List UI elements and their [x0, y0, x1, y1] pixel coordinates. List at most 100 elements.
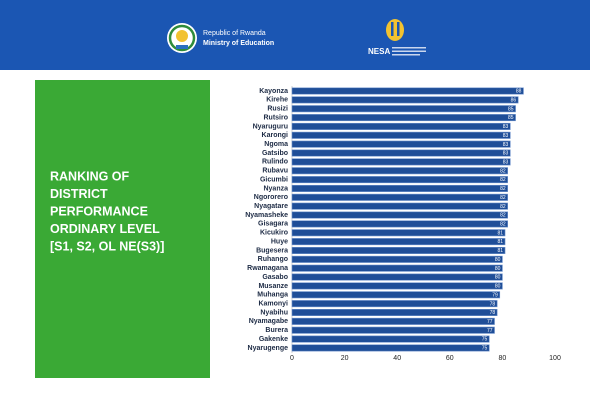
- y-tick-label: Gakenke: [259, 336, 288, 343]
- bar: [291, 229, 506, 237]
- header-nesa: NESA: [368, 47, 390, 56]
- value-label: 85: [508, 106, 514, 112]
- y-tick-label: Nyanza: [263, 185, 288, 192]
- y-tick-label: Rwamagana: [247, 265, 288, 272]
- panel-title: PERFORMANCE: [50, 204, 148, 218]
- panel-title: DISTRICT: [50, 187, 108, 201]
- value-label: 85: [508, 115, 514, 121]
- y-tick-label: Burera: [265, 327, 288, 334]
- bar: [291, 326, 495, 334]
- value-label: 82: [500, 186, 506, 192]
- y-tick-label: Nyabihu: [260, 309, 288, 316]
- bar: [291, 176, 508, 184]
- header-ministry: Ministry of Education: [203, 40, 274, 47]
- bar: [291, 300, 498, 308]
- y-tick-label: Nyamagabe: [249, 318, 288, 325]
- x-tick-label: 100: [549, 355, 561, 362]
- y-tick-label: Nyarugenge: [248, 345, 289, 352]
- value-label: 78: [490, 310, 496, 316]
- value-label: 79: [492, 292, 498, 298]
- y-tick-label: Gisagara: [258, 221, 288, 228]
- y-tick-label: Ngororero: [254, 194, 288, 201]
- bar: [291, 282, 503, 290]
- bar: [291, 246, 506, 254]
- value-label: 81: [497, 239, 503, 245]
- value-label: 83: [503, 160, 509, 166]
- value-label: 88: [516, 89, 522, 95]
- x-tick-label: 0: [290, 355, 294, 362]
- y-tick-label: Kamonyi: [258, 300, 288, 307]
- chart: RANKING OF DISTRICT PERFORMANCE ORDINARY LE…: [50, 86, 561, 362]
- bar: [291, 87, 524, 95]
- bar: [291, 317, 495, 325]
- bar: [291, 149, 511, 157]
- y-tick-label: Nyaruguru: [253, 123, 288, 130]
- value-label: 83: [503, 142, 509, 148]
- value-label: 80: [495, 257, 501, 263]
- panel-title: RANKING OF: [50, 169, 130, 183]
- value-label: 75: [482, 346, 488, 352]
- value-label: 75: [482, 337, 488, 343]
- value-label: 86: [511, 97, 517, 103]
- y-tick-label: Ngoma: [264, 141, 288, 148]
- value-label: 80: [495, 275, 501, 281]
- bar: [291, 158, 511, 166]
- bar: [291, 273, 503, 281]
- y-tick-label: Kirehe: [266, 97, 288, 104]
- y-tick-label: Bugesera: [256, 247, 288, 254]
- bar: [291, 167, 508, 175]
- bar: [291, 220, 508, 228]
- y-tick-label: Kayonza: [259, 88, 288, 95]
- y-tick-label: Rubavu: [262, 168, 288, 175]
- value-label: 77: [487, 328, 493, 334]
- value-label: 83: [503, 133, 509, 139]
- value-label: 82: [500, 222, 506, 228]
- x-tick-label: 80: [499, 355, 507, 362]
- nesa-logo: [386, 19, 404, 41]
- bar: [291, 211, 508, 219]
- bar: [291, 140, 511, 148]
- bar: [291, 255, 503, 263]
- value-label: 80: [495, 284, 501, 290]
- bar: [291, 114, 516, 122]
- y-tick-label: Gicumbi: [260, 176, 288, 183]
- y-tick-label: Musanze: [258, 283, 288, 290]
- y-tick-label: Karongi: [262, 132, 289, 139]
- bar: [291, 344, 490, 352]
- value-label: 78: [490, 301, 496, 307]
- panel-title: ORDINARY LEVEL: [50, 222, 160, 236]
- value-label: 80: [495, 266, 501, 272]
- bar: [291, 184, 508, 192]
- bar: [291, 238, 506, 246]
- value-label: 77: [487, 319, 493, 325]
- value-label: 83: [503, 124, 509, 130]
- bar: [291, 335, 490, 343]
- title-panel: [35, 80, 210, 378]
- bar: [291, 105, 516, 113]
- panel-title: [S1, S2, OL NE(S3)]: [50, 239, 164, 253]
- y-tick-label: Rulindo: [262, 159, 288, 166]
- value-label: 82: [500, 195, 506, 201]
- value-label: 82: [500, 213, 506, 219]
- value-label: 83: [503, 151, 509, 157]
- y-tick-label: Muhanga: [257, 292, 288, 299]
- value-label: 82: [500, 204, 506, 210]
- header-band: [0, 0, 590, 70]
- bar: [291, 202, 508, 210]
- value-label: 82: [500, 177, 506, 183]
- x-tick-label: 60: [446, 355, 454, 362]
- header-republic: Republic of Rwanda: [203, 30, 266, 37]
- y-tick-label: Huye: [271, 238, 288, 245]
- y-tick-label: Nyagatare: [254, 203, 288, 210]
- y-tick-label: Ruhango: [258, 256, 288, 263]
- y-tick-label: Kicukiro: [260, 230, 288, 237]
- x-tick-label: 40: [393, 355, 401, 362]
- bar: [291, 131, 511, 139]
- bar: [291, 193, 508, 201]
- y-tick-label: Rusizi: [267, 106, 288, 113]
- y-tick-label: Rutsiro: [264, 114, 289, 121]
- bar: [291, 308, 498, 316]
- y-tick-label: Gasabo: [262, 274, 288, 281]
